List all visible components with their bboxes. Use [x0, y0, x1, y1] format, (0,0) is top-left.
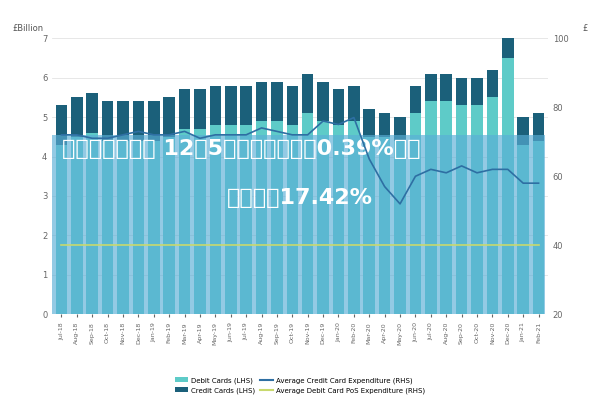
- Bar: [287, 125, 298, 314]
- Bar: [148, 141, 160, 314]
- Bar: [179, 129, 190, 314]
- Bar: [364, 137, 375, 314]
- Bar: [394, 117, 406, 141]
- Bar: [133, 101, 144, 141]
- Bar: [471, 78, 483, 105]
- Bar: [394, 141, 406, 314]
- Bar: [194, 129, 206, 314]
- Bar: [102, 141, 113, 314]
- Bar: [440, 74, 452, 101]
- Bar: [410, 113, 421, 314]
- Bar: [333, 125, 344, 314]
- Bar: [163, 97, 175, 137]
- Bar: [348, 121, 359, 314]
- Bar: [56, 105, 67, 145]
- Bar: [333, 90, 344, 125]
- Bar: [379, 113, 391, 137]
- Bar: [225, 125, 236, 314]
- Bar: [179, 90, 190, 129]
- Bar: [471, 105, 483, 314]
- Text: 股溢价率17.42%: 股溢价率17.42%: [227, 188, 373, 208]
- Bar: [533, 141, 544, 314]
- Bar: [209, 125, 221, 314]
- Bar: [148, 101, 160, 141]
- Bar: [117, 101, 129, 141]
- Bar: [256, 82, 267, 121]
- Bar: [502, 26, 514, 58]
- Bar: [52, 135, 545, 314]
- Bar: [302, 74, 313, 113]
- Bar: [364, 109, 375, 137]
- Bar: [517, 145, 529, 314]
- Legend: Debit Cards (LHS), Credit Cards (LHS), Average Credit Card Expenditure (RHS), Av: Debit Cards (LHS), Credit Cards (LHS), A…: [173, 374, 427, 396]
- Bar: [348, 86, 359, 121]
- Bar: [410, 86, 421, 113]
- Bar: [163, 137, 175, 314]
- Bar: [425, 74, 437, 101]
- Bar: [86, 133, 98, 314]
- Bar: [379, 137, 391, 314]
- Bar: [225, 86, 236, 125]
- Bar: [502, 58, 514, 314]
- Bar: [241, 86, 252, 125]
- Bar: [456, 78, 467, 105]
- Bar: [241, 125, 252, 314]
- Bar: [533, 113, 544, 141]
- Bar: [86, 94, 98, 133]
- Bar: [317, 121, 329, 314]
- Bar: [425, 101, 437, 314]
- Bar: [56, 145, 67, 314]
- Bar: [71, 97, 83, 137]
- Bar: [456, 105, 467, 314]
- Bar: [440, 101, 452, 314]
- Bar: [133, 141, 144, 314]
- Bar: [287, 86, 298, 125]
- Bar: [271, 82, 283, 121]
- Bar: [487, 97, 498, 314]
- Bar: [271, 121, 283, 314]
- Text: £Billion: £Billion: [13, 24, 44, 33]
- Bar: [117, 141, 129, 314]
- Bar: [71, 137, 83, 314]
- Text: £: £: [582, 24, 587, 33]
- Bar: [302, 113, 313, 314]
- Bar: [209, 86, 221, 125]
- Text: 配资崇股平台皆 12朎5日神马转债上涨0.39%，转: 配资崇股平台皆 12朎5日神马转债上涨0.39%，转: [62, 139, 421, 159]
- Bar: [517, 117, 529, 145]
- Bar: [256, 121, 267, 314]
- Bar: [317, 82, 329, 121]
- Bar: [194, 90, 206, 129]
- Bar: [102, 101, 113, 141]
- Bar: [487, 70, 498, 97]
